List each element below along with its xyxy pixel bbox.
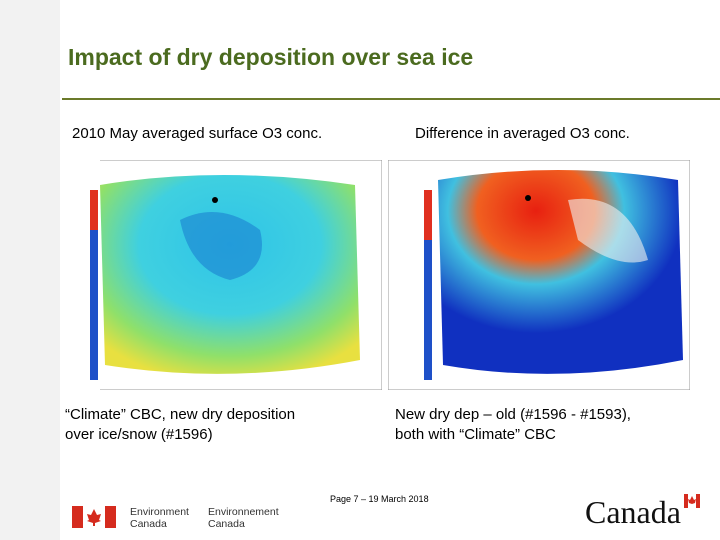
- flag: [72, 506, 116, 528]
- department-fr: Environnement Canada: [208, 506, 279, 530]
- department-line: Environment: [130, 506, 189, 518]
- title-rule: [62, 98, 720, 100]
- panel-heading: 2010 May averaged surface O3 conc.: [72, 125, 323, 142]
- wordmark: Canada: [585, 494, 681, 530]
- department: Environment Canada: [130, 506, 189, 530]
- map-left: [60, 160, 382, 390]
- page-number: Page 7 – 19 March 2018: [330, 494, 429, 504]
- panel-heading: Difference in averaged O3 conc.: [415, 125, 630, 142]
- panel-caption: “Climate” CBC, new dry deposition over i…: [65, 405, 295, 445]
- caption-line: both with “Climate” CBC: [395, 426, 556, 443]
- department-line: Canada: [208, 518, 245, 530]
- department-line: Environnement: [208, 506, 279, 518]
- department-line: Canada: [130, 518, 167, 530]
- caption-line: “Climate” CBC, new dry deposition: [65, 406, 296, 423]
- caption-line: over ice/snow (#1596): [65, 426, 213, 443]
- caption-line: New dry dep – old (#1596 - #1593),: [395, 406, 631, 423]
- wordmark-flag: [684, 494, 700, 508]
- panel-caption: New dry dep – old (#1596 - #1593), both …: [395, 405, 631, 445]
- side-band: [0, 0, 60, 540]
- slide-title: Impact of dry deposition over sea ice: [68, 44, 474, 70]
- map-right: [388, 160, 690, 390]
